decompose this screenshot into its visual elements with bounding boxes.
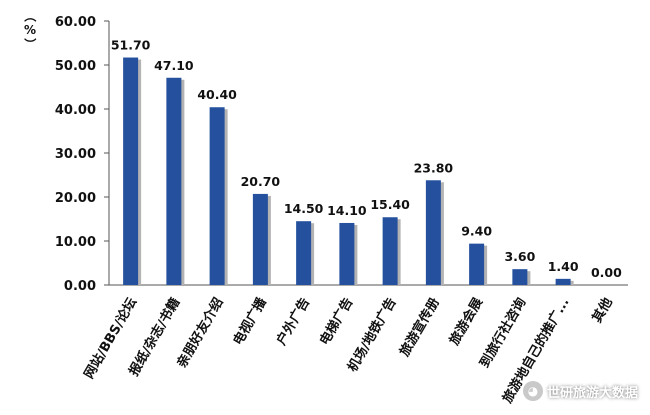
- y-tick-label: 20.00: [55, 191, 96, 206]
- y-axis-unit: （%）: [23, 10, 38, 50]
- category-label: 电视广播: [230, 294, 270, 348]
- category-label: 旅游宣传册: [396, 295, 442, 359]
- data-label: 9.40: [461, 224, 492, 239]
- data-label: 40.40: [197, 87, 237, 102]
- data-label: 51.70: [111, 38, 151, 53]
- bar: [512, 269, 528, 285]
- data-label: 0.00: [591, 265, 622, 280]
- y-tick-label: 40.00: [55, 103, 96, 118]
- watermark: ◕ 世研旅游大数据: [522, 381, 638, 401]
- y-tick-label: 30.00: [55, 147, 96, 162]
- bars: [123, 57, 574, 286]
- category-label: 其他: [589, 295, 616, 326]
- wechat-icon: ◕: [522, 381, 543, 401]
- bar: [123, 57, 139, 285]
- bar: [382, 217, 398, 285]
- bar: [425, 180, 441, 285]
- axes: [104, 20, 628, 286]
- category-label: 旅游会展: [446, 294, 486, 348]
- data-label: 47.10: [154, 58, 194, 73]
- bar: [469, 243, 485, 285]
- data-label: 1.40: [548, 259, 579, 274]
- data-label: 14.50: [284, 201, 324, 216]
- bar: [296, 221, 312, 285]
- bar: [339, 222, 355, 285]
- y-tick-labels: 0.00 10.00 20.00 30.00 40.00 50.00 60.00: [55, 15, 96, 294]
- category-label: 电梯广告: [316, 295, 356, 348]
- y-axis-unit-char: %: [24, 23, 36, 37]
- y-axis-unit-char: ）: [23, 38, 38, 50]
- y-axis-unit-char: （: [23, 10, 38, 22]
- data-label: 23.80: [414, 160, 454, 175]
- y-tick-label: 60.00: [55, 15, 96, 30]
- data-label: 14.10: [327, 203, 367, 218]
- y-tick-label: 0.00: [64, 279, 96, 294]
- bar: [252, 193, 268, 285]
- data-label: 3.60: [504, 249, 535, 264]
- bar: [209, 107, 225, 286]
- category-label: 到旅行社咨询: [476, 295, 529, 371]
- watermark-text: 世研旅游大数据: [546, 385, 638, 401]
- bar: [166, 77, 182, 285]
- bar: [555, 278, 571, 285]
- data-label: 15.40: [370, 197, 410, 212]
- category-label: 户外广告: [273, 295, 313, 348]
- y-tick-label: 50.00: [55, 59, 96, 74]
- data-label: 20.70: [241, 174, 281, 189]
- category-label: 亲朋好友介绍: [174, 295, 227, 371]
- y-tick-label: 10.00: [55, 235, 96, 250]
